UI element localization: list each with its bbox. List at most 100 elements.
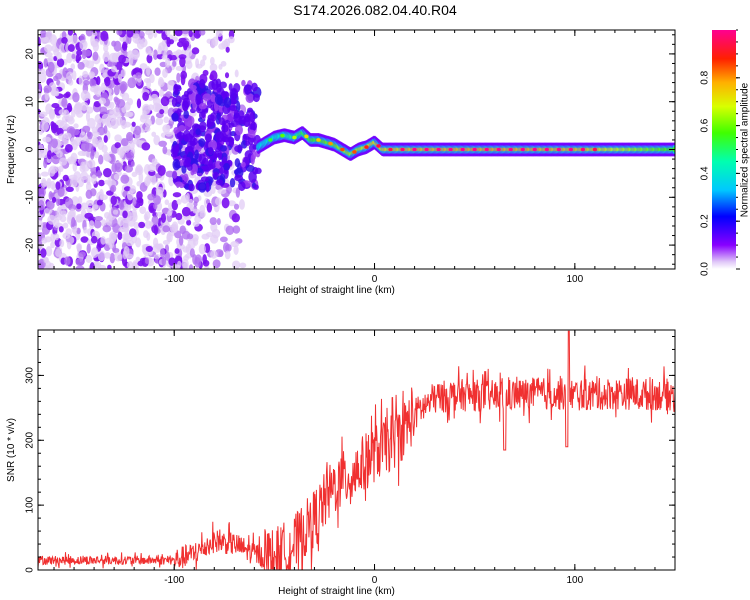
spectrogram-noise-blob	[163, 116, 170, 124]
spectrogram-noise-blob	[214, 197, 222, 206]
spectrogram-noise-blob	[138, 172, 144, 183]
spectrogram-noise-blob	[177, 260, 182, 269]
spectrogram-cluster-blob	[184, 146, 189, 155]
spectrogram-noise-blob	[174, 248, 180, 255]
spectrogram-cluster-blob	[229, 105, 238, 112]
spectrogram-cluster-blob	[250, 153, 255, 165]
spectrogram-noise-blob	[109, 252, 116, 264]
spectrogram-noise-blob	[232, 260, 241, 269]
spectrogram-noise-blob	[230, 241, 240, 248]
ridge-peak	[592, 147, 598, 152]
spectrogram-noise-blob	[61, 37, 68, 44]
spectrogram-noise-blob	[114, 162, 123, 173]
ridge-peak	[520, 147, 525, 152]
spectrogram-noise-blob	[123, 245, 130, 257]
spectrogram-noise-blob	[166, 37, 171, 48]
spectrogram-noise-blob	[86, 131, 92, 138]
spectrogram-noise-blob	[176, 72, 181, 83]
spectrogram-noise-blob	[117, 216, 124, 227]
spectrogram-noise-blob	[126, 261, 134, 269]
spectrogram-cluster-blob	[250, 120, 256, 133]
spectrogram-noise-blob	[50, 241, 55, 249]
spectrogram-noise-blob	[158, 42, 166, 51]
spectrogram-noise-blob	[146, 173, 152, 184]
spectrogram-noise-blob	[70, 109, 76, 118]
colorbar-tick-label: 0.2	[700, 214, 711, 228]
spectrogram-noise-blob	[61, 115, 70, 123]
spectrogram-noise-blob	[112, 209, 119, 215]
spectrogram-noise-blob	[160, 213, 166, 223]
spectrogram-noise-blob	[90, 150, 95, 160]
spectrogram-noise-blob	[153, 195, 161, 205]
spectrogram-noise-blob	[185, 192, 190, 203]
spectrogram-cluster-blob	[199, 121, 207, 131]
spectrogram-noise-blob	[76, 227, 81, 235]
spectrogram-cluster-blob	[225, 139, 235, 147]
spectrogram-noise-blob	[116, 147, 126, 156]
spectrogram-noise-blob	[147, 193, 155, 201]
spectrogram-noise-blob	[181, 258, 189, 269]
spectrogram-cluster-blob	[176, 131, 185, 139]
spectrogram-noise-blob	[41, 121, 50, 132]
spectrogram-noise-blob	[77, 196, 83, 204]
spectrogram-noise-blob	[107, 264, 112, 269]
spectrogram-cluster-blob	[247, 107, 254, 113]
spectrogram-cluster-blob	[215, 179, 224, 186]
spectrogram-noise-blob	[171, 221, 179, 233]
spectrogram-noise-blob	[62, 222, 69, 229]
spectrogram-noise-blob	[101, 113, 111, 123]
snr-xtick-label: 0	[372, 575, 378, 586]
spectrogram-noise-blob	[77, 61, 85, 70]
ridge-peak	[424, 147, 429, 152]
spectrogram-noise-blob	[124, 164, 134, 173]
spectrogram-xtick-label: 100	[566, 274, 583, 285]
spectrogram-noise-blob	[180, 74, 186, 86]
spectrogram-noise-blob	[56, 51, 62, 60]
spectrogram-noise-blob	[60, 138, 69, 146]
spectrogram-cluster-blob	[245, 140, 251, 146]
spectrogram-noise-blob	[181, 206, 191, 217]
spectrogram-noise-blob	[227, 200, 236, 207]
spectrogram-cluster-blob	[238, 181, 246, 192]
spectrogram-noise-blob	[64, 256, 71, 266]
snr-ytick-label: 200	[25, 431, 36, 448]
spectrogram-noise-blob	[43, 256, 49, 264]
spectrogram-noise-blob	[212, 259, 221, 269]
spectrogram-noise-blob	[66, 71, 74, 81]
spectrogram-noise-blob	[149, 221, 154, 227]
spectrogram-noise-blob	[40, 177, 47, 188]
spectrogram-noise-blob	[38, 232, 42, 243]
spectrogram-noise-blob	[219, 236, 228, 243]
spectrogram-noise-blob	[120, 138, 129, 147]
spectrogram-noise-blob	[137, 260, 144, 267]
spectrogram-noise-blob	[198, 243, 206, 255]
spectrogram-cluster-blob	[236, 100, 241, 113]
spectrogram-noise-blob	[120, 69, 126, 78]
spectrogram-noise-blob	[89, 78, 97, 88]
spectrogram-noise-blob	[56, 206, 62, 218]
spectrogram-cluster-blob	[175, 95, 182, 105]
spectrogram-noise-blob	[139, 206, 147, 215]
spectrogram-noise-blob	[58, 226, 64, 233]
spectrogram-noise-blob	[86, 207, 93, 213]
spectrogram-noise-blob	[127, 215, 136, 227]
spectrogram-noise-blob	[152, 102, 161, 113]
colorbar-tick-label: 0.0	[700, 262, 711, 276]
spectrogram-noise-blob	[82, 125, 91, 133]
spectrogram-cluster-blob	[206, 163, 214, 171]
ridge-peak	[400, 147, 405, 152]
spectrogram-noise-blob	[134, 125, 142, 136]
spectrogram-noise-blob	[224, 72, 230, 79]
spectrogram-noise-blob	[176, 198, 182, 205]
spectrogram-noise-blob	[176, 41, 184, 48]
spectrogram-noise-blob	[62, 232, 71, 240]
spectrogram-cluster-blob	[174, 85, 182, 92]
spectrogram-cluster-blob	[195, 128, 201, 136]
spectrogram-noise-blob	[210, 185, 216, 195]
spectrogram-noise-blob	[47, 214, 57, 225]
spectrogram-noise-blob	[46, 200, 55, 210]
spectrogram-noise-blob	[61, 97, 68, 108]
spectrogram-noise-blob	[45, 245, 53, 257]
spectrogram-noise-blob	[86, 199, 94, 207]
spectrogram-noise-blob	[47, 61, 55, 73]
